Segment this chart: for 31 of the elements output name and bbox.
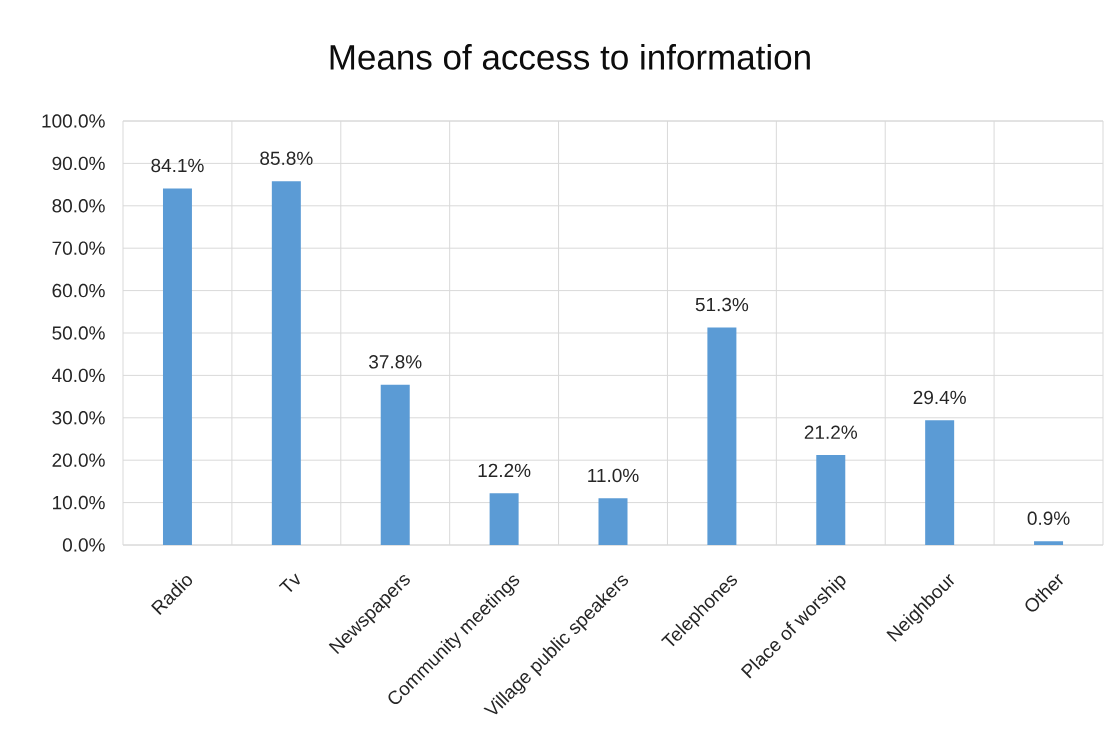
data-label: 21.2% (804, 425, 858, 439)
bar (925, 420, 955, 545)
y-tick-label: 10.0% (53, 495, 105, 510)
data-label: 51.3% (695, 297, 749, 312)
x-tick-label: Tv (278, 573, 300, 592)
bar (816, 455, 846, 545)
data-label: 11.0% (588, 468, 639, 483)
y-tick-label: 0.0% (62, 538, 105, 552)
data-label: 0.9% (1027, 511, 1070, 525)
y-tick-label: 20.0% (52, 453, 105, 467)
data-label: 37.8% (369, 355, 422, 369)
bar (162, 188, 192, 545)
bar (707, 327, 737, 545)
y-tick-label: 80.0% (52, 199, 105, 213)
y-tick-label: 40.0% (52, 368, 105, 383)
y-tick-label: 60.0% (52, 283, 105, 298)
bar (489, 493, 519, 545)
y-tick-label: 90.0% (52, 156, 105, 171)
bar (380, 384, 410, 545)
bar (271, 181, 301, 545)
data-label: 84.1% (151, 158, 204, 173)
data-label: 29.4% (913, 390, 966, 405)
bar (1034, 541, 1064, 545)
y-tick-label: 100.0% (42, 114, 105, 128)
y-tick-label: 50.0% (52, 326, 105, 340)
data-label: 85.8% (260, 151, 313, 165)
y-tick-label: 30.0% (52, 411, 105, 425)
bar (598, 498, 628, 545)
y-tick-label: 70.0% (52, 241, 105, 255)
data-label: 12.2% (478, 463, 531, 478)
chart-title: Means of access to information (330, 44, 810, 70)
